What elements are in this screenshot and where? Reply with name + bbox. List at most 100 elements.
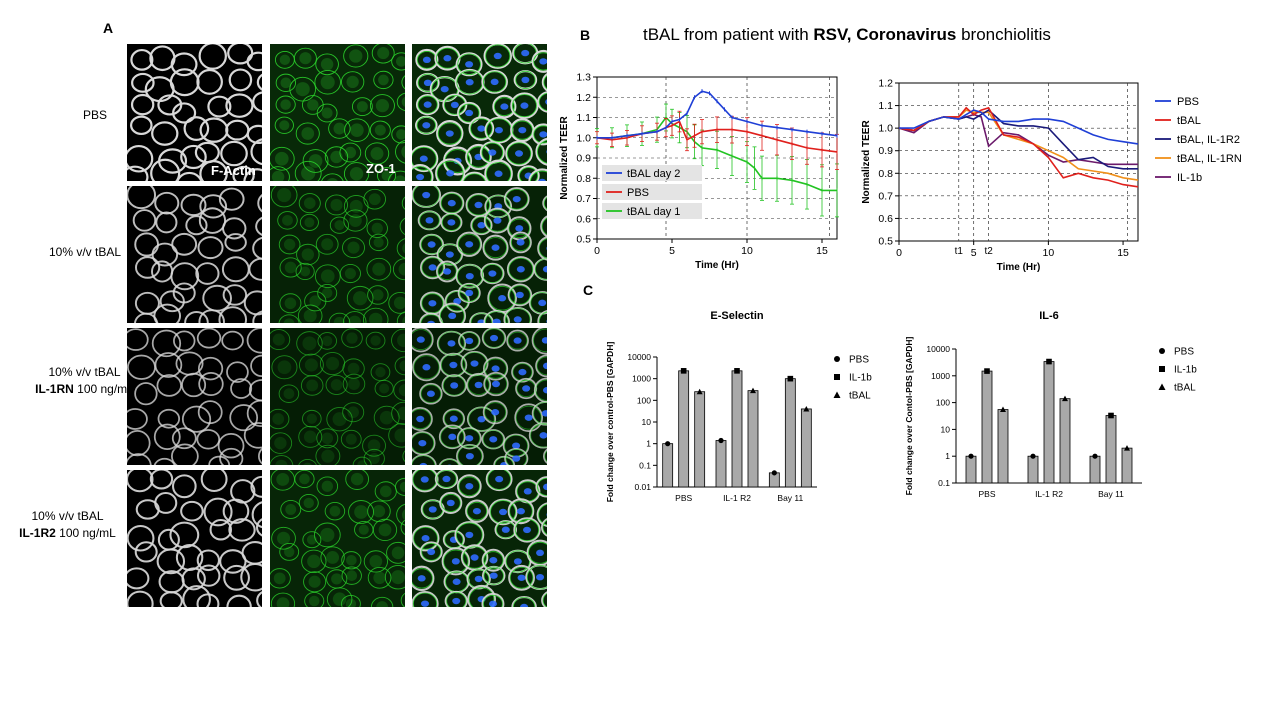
teer_left-xtick-label: 5 — [669, 245, 675, 257]
il6-marker — [1000, 406, 1006, 413]
il6-legend: PBS IL-1b tBAL — [1158, 347, 1197, 394]
teer_left-xtick-label: 15 — [816, 245, 828, 257]
e_selectin-marker — [665, 441, 671, 447]
il6-marker — [984, 368, 990, 374]
row-label-2-line: 10% v/v tBAL — [48, 245, 122, 259]
e_selectin-marker — [771, 470, 777, 476]
teer_right-series-pbs — [899, 109, 1139, 145]
teer_right-ytick-label: 0.9 — [878, 145, 893, 157]
teer_right-ytick-label: 0.6 — [878, 213, 893, 225]
il6-category-label: PBS — [978, 489, 995, 499]
e_selectin-legend: PBS IL-1b tBAL — [833, 355, 872, 402]
e_selectin-bar-tbal — [747, 387, 759, 488]
row-label-1-line: PBS — [82, 108, 107, 122]
e_selectin-bar-pbs — [715, 437, 727, 488]
teer_right-vline-label: t2 — [984, 246, 993, 257]
zo1-channel-label: ZO-1 — [366, 161, 396, 176]
il6-title: IL-6 — [1039, 310, 1059, 322]
il6-marker — [1030, 453, 1036, 459]
micrograph-r4-c2 — [270, 470, 405, 607]
teer_left-ytick-label: 0.7 — [576, 193, 591, 205]
il6-marker — [1046, 358, 1052, 365]
row-label-4: 10% v/v tBAL IL-1R2 100 ng/mL — [0, 508, 135, 542]
il6-legend-label: tBAL — [1174, 383, 1196, 394]
il6-bar — [1043, 361, 1055, 484]
panel-b-title-bold: RSV, Coronavirus — [813, 25, 957, 44]
teer_right-legend-label: tBAL, IL-1R2 — [1177, 134, 1240, 146]
il6-bar — [1105, 415, 1117, 484]
il6-marker — [1124, 445, 1130, 451]
row-label-3: 10% v/v tBAL IL-1RN 100 ng/mL — [12, 364, 157, 398]
teer_right-ytick-label: 1.1 — [878, 100, 893, 112]
e_selectin-bar — [747, 390, 759, 488]
il6-marker — [1062, 395, 1068, 402]
micrograph-r4-c1 — [127, 470, 262, 607]
row-label-4-suffix: 100 ng/mL — [55, 526, 116, 540]
e_selectin-category-label: IL-1 R2 — [723, 493, 751, 503]
e_selectin-bar-il-1b — [731, 368, 743, 488]
actin-channel-label: F-Actin — [211, 163, 256, 178]
e_selectin-legend-marker — [834, 356, 840, 362]
teer-left-chart: 0.5 0.6 0.7 0.8 0.9 1.0 1.1 1.2 1.3 0 5 10 15 Time (H… — [559, 72, 839, 271]
e_selectin-bar — [731, 370, 743, 488]
teer_right-xtick-label: 0 — [896, 247, 902, 259]
il6-category-label: Bay 11 — [1098, 489, 1124, 499]
il6-legend-marker — [1158, 383, 1166, 390]
teer_left-ytick-label: 0.5 — [576, 234, 591, 246]
il6-bar-pbs — [1027, 453, 1039, 484]
micrograph-r1-c1 — [127, 44, 262, 181]
il6-bar-tbal — [997, 406, 1009, 484]
il6-chart: IL-6 0.1 1 10 100 1000 10000 Fold change over C… — [904, 310, 1197, 499]
teer_left-ytick-label: 1.3 — [576, 72, 591, 84]
e_selectin-marker — [734, 368, 740, 374]
e_selectin-marker — [680, 368, 687, 374]
il6-legend-label: IL-1b — [1174, 365, 1197, 376]
e_selectin-frame: E-Selectin 0.01 0.1 1 10 100 1000 10000 Fold cha… — [605, 310, 817, 503]
e_selectin-legend-label: IL-1b — [849, 373, 872, 384]
teer_left-ytick-label: 1.1 — [576, 112, 591, 124]
row-label-4-line: 10% v/v tBAL — [31, 509, 104, 523]
teer_right-xlabel: Time (Hr) — [997, 262, 1041, 273]
micrograph-r3-c3 — [412, 328, 547, 465]
row-label-3-line: 10% v/v tBAL — [48, 365, 121, 379]
e_selectin-bar-tbal — [800, 405, 812, 488]
e_selectin-bar — [784, 378, 796, 488]
micrograph-r2-c2 — [270, 186, 405, 323]
e_selectin-title: E-Selectin — [710, 310, 763, 322]
il6-bar — [1089, 455, 1101, 484]
e_selectin-marker — [718, 437, 724, 444]
il6-marker — [968, 453, 974, 459]
e_selectin-bar — [678, 370, 690, 488]
il6-legend-label: PBS — [1174, 347, 1194, 358]
il6-bar — [1121, 447, 1133, 484]
micrograph-r3-c2 — [270, 328, 405, 465]
panel-a-letter: A — [103, 20, 114, 36]
e_selectin-bar-il-1b — [784, 375, 796, 488]
il6-bar-pbs — [965, 453, 977, 484]
teer_right-ytick-label: 0.8 — [878, 168, 893, 180]
panel-b-letter: B — [580, 27, 591, 43]
e_selectin-ytick-label: 1000 — [632, 374, 651, 384]
teer_right-xtick-label: 5 — [971, 247, 977, 259]
e_selectin-category-label: PBS — [675, 493, 692, 503]
teer_right-ytick-label: 1.0 — [878, 123, 893, 135]
il6-bar — [997, 409, 1009, 484]
teer_right-legend-label: IL-1b — [1177, 172, 1202, 184]
teer_left-legend-bg — [602, 203, 702, 219]
row-label-1: PBS — [60, 107, 130, 124]
e_selectin-bar-pbs — [662, 441, 674, 488]
micrograph-r4-c3 — [412, 470, 547, 607]
e_selectin-bar-il-1b — [678, 368, 690, 488]
e_selectin-ytick-label: 100 — [637, 395, 651, 405]
teer_left-ytick-label: 0.8 — [576, 173, 591, 185]
teer_left-ytick-label: 0.9 — [576, 153, 591, 165]
il6-bar-il-1b — [1043, 358, 1055, 484]
il6-category-label: IL-1 R2 — [1035, 489, 1063, 499]
il6-legend-marker — [1159, 366, 1165, 372]
teer_left-legend-bg — [602, 184, 702, 200]
teer_left-legend-label: tBAL day 2 — [627, 168, 680, 180]
panel-b-title-suffix: bronchiolitis — [956, 25, 1051, 44]
teer_right-ylabel: Normalized TEER — [861, 120, 872, 204]
e_selectin-category-label: Bay 11 — [777, 493, 803, 503]
teer_left-legend-label: tBAL day 1 — [627, 206, 680, 218]
